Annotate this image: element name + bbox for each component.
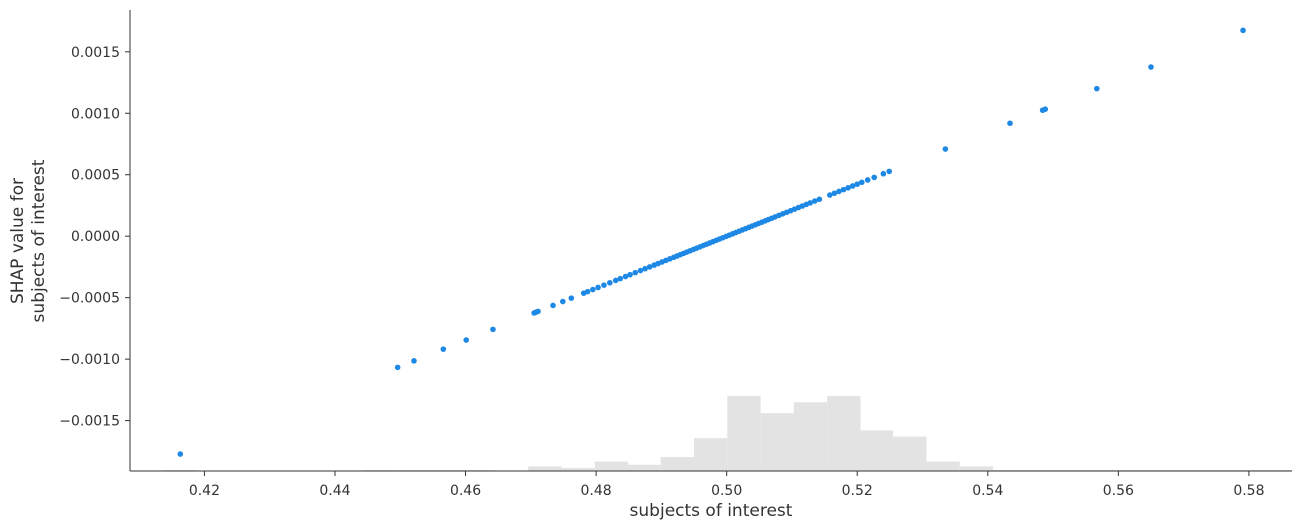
data-point	[411, 358, 417, 364]
y-tick-label: 0.0000	[71, 229, 120, 245]
data-point	[632, 269, 639, 276]
data-point	[827, 192, 833, 198]
data-point	[440, 346, 447, 352]
data-point	[831, 190, 838, 197]
x-axis-ticks: 0.42 0.44 0.46 0.48 0.50 0.52 0.54 0.56 0.58	[189, 471, 1265, 499]
data-point	[394, 364, 401, 371]
data-point	[607, 279, 613, 286]
x-tick-label: 0.54	[972, 483, 1003, 499]
data-point	[612, 277, 619, 284]
data-point	[535, 308, 541, 315]
data-point	[463, 337, 469, 343]
data-point	[858, 179, 865, 186]
x-tick-label: 0.56	[1103, 483, 1134, 499]
data-point	[886, 168, 893, 175]
data-point	[622, 273, 629, 280]
y-tick-label: −0.0005	[59, 291, 120, 307]
x-tick-label: 0.58	[1233, 483, 1264, 499]
histogram-bar	[893, 436, 927, 471]
data-point	[1007, 120, 1013, 127]
data-point	[864, 177, 871, 183]
data-point	[1042, 106, 1049, 112]
x-tick-label: 0.46	[450, 483, 481, 499]
x-tick-label: 0.42	[189, 483, 220, 499]
y-axis-title-line-1: SHAP value for	[8, 178, 28, 304]
data-point	[637, 267, 644, 274]
data-point	[490, 326, 496, 333]
histogram-bar	[860, 430, 894, 471]
histogram-bar	[628, 464, 661, 471]
histogram-bar	[959, 466, 994, 471]
data-point	[854, 181, 861, 187]
data-point	[584, 288, 591, 295]
data-point	[942, 146, 949, 152]
y-axis-title-line-2: subjects of interest	[29, 159, 49, 322]
data-point	[871, 174, 878, 181]
histogram-bar	[660, 456, 695, 471]
data-point	[816, 196, 823, 203]
y-axis-ticks: 0.0015 0.0010 0.0005 0.0000 −0.0005 −0.0010 −0…	[59, 45, 130, 430]
x-tick-label: 0.50	[711, 483, 742, 499]
data-point	[617, 275, 624, 282]
y-tick-label: −0.0010	[59, 352, 120, 368]
data-points	[177, 27, 1246, 457]
data-point	[1094, 85, 1100, 92]
data-point	[840, 186, 847, 193]
histogram-bar	[594, 461, 629, 471]
y-tick-label: 0.0010	[71, 106, 120, 122]
data-point	[1240, 27, 1246, 34]
data-point	[845, 184, 851, 191]
data-point	[880, 170, 887, 177]
data-point	[560, 298, 566, 305]
data-point	[1148, 64, 1154, 70]
y-tick-label: 0.0005	[71, 168, 120, 184]
x-axis-title: subjects of interest	[630, 501, 793, 521]
histogram-bar	[827, 396, 861, 471]
data-point	[595, 284, 601, 291]
data-point	[627, 271, 633, 278]
data-point	[642, 265, 648, 272]
histogram-bar	[793, 402, 828, 471]
data-point	[601, 282, 607, 288]
data-point	[849, 183, 856, 189]
x-tick-label: 0.48	[581, 483, 612, 499]
x-tick-label: 0.52	[842, 483, 873, 499]
data-point	[590, 286, 596, 293]
histogram-bar	[727, 396, 761, 471]
data-point	[646, 264, 653, 270]
data-point	[811, 198, 818, 204]
y-tick-label: −0.0015	[59, 414, 120, 430]
feature-histogram	[163, 396, 1292, 471]
histogram-bar	[926, 461, 960, 471]
data-point	[836, 188, 842, 195]
histogram-bar	[694, 438, 728, 471]
histogram-bar	[561, 467, 595, 471]
x-tick-label: 0.44	[319, 483, 350, 499]
y-tick-label: 0.0015	[71, 45, 120, 61]
histogram-bar	[528, 466, 562, 471]
data-point	[177, 451, 184, 457]
data-point	[550, 302, 556, 309]
data-point	[807, 200, 814, 206]
data-point	[568, 295, 575, 301]
histogram-bar	[760, 413, 794, 471]
